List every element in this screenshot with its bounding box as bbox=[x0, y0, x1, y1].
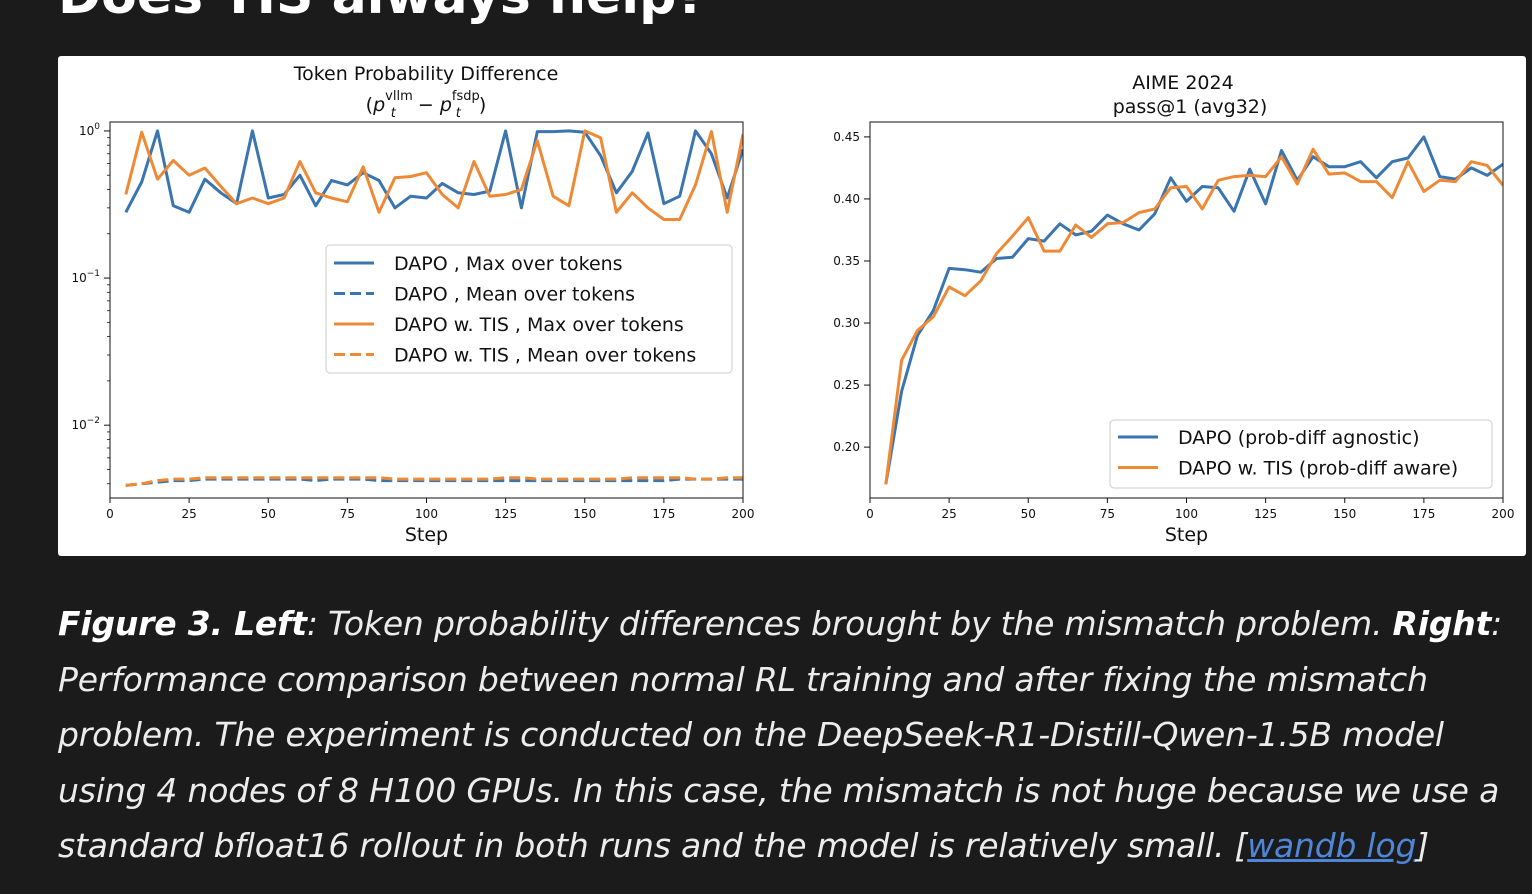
x-axis-label: Step bbox=[405, 524, 448, 546]
chart-subtitle: (pvllm t − pfsdp t) bbox=[366, 89, 487, 121]
x-tick-label: 0 bbox=[866, 507, 874, 521]
caption-text-2: : Performance comparison between normal … bbox=[58, 604, 1503, 865]
series-line-2 bbox=[124, 129, 743, 221]
y-tick-label: 0.20 bbox=[833, 440, 860, 454]
x-tick-label: 0 bbox=[106, 507, 114, 521]
x-tick-label: 75 bbox=[340, 507, 355, 521]
y-tick-label: 0.25 bbox=[833, 378, 860, 392]
x-tick-label: 125 bbox=[1254, 507, 1277, 521]
series-line-1 bbox=[884, 147, 1503, 485]
chart-title: AIME 2024 bbox=[1132, 72, 1233, 94]
x-tick-label: 50 bbox=[261, 507, 276, 521]
plot-frame bbox=[869, 121, 1504, 499]
y-tick-label: 10−1 bbox=[71, 269, 100, 285]
y-tick-label: 0.40 bbox=[833, 192, 860, 206]
x-tick-label: 175 bbox=[1412, 507, 1435, 521]
y-tick-label: 0.35 bbox=[833, 254, 860, 268]
x-axis-label: Step bbox=[1165, 524, 1208, 546]
x-tick-label: 150 bbox=[1333, 507, 1356, 521]
y-tick-label: 100 bbox=[79, 122, 100, 138]
x-tick-label: 100 bbox=[415, 507, 438, 521]
series-line-3 bbox=[125, 476, 743, 487]
figure-panel: 0 25 50 75 100 125 150 175 200 100 10−1 10−2 Step Tok… bbox=[58, 56, 1526, 556]
caption-text-1: : Token probability differences brought … bbox=[306, 604, 1393, 643]
legend-box bbox=[325, 244, 733, 374]
x-tick-label: 50 bbox=[1021, 507, 1036, 521]
legend-label: DAPO , Mean over tokens bbox=[394, 284, 635, 306]
x-tick-label: 200 bbox=[732, 507, 755, 521]
x-tick-label: 175 bbox=[652, 507, 675, 521]
section-heading: Does TIS always help? bbox=[58, 0, 706, 26]
legend: DAPO (prob-diff agnostic) DAPO w. TIS (pr… bbox=[1109, 419, 1493, 489]
chart-token-prob-diff: 0 25 50 75 100 125 150 175 200 100 10−1 10−2 Step Tok… bbox=[71, 63, 754, 546]
caption-left-label: Figure 3. Left bbox=[58, 604, 307, 643]
chart-aime-2024: 0 25 50 75 100 125 150 175 200 0.20 0.25 0.30 0.35 0.… bbox=[833, 72, 1514, 546]
x-tick-label: 100 bbox=[1175, 507, 1198, 521]
figure-caption: Figure 3. Left: Token probability differ… bbox=[58, 596, 1508, 874]
x-tick-label: 150 bbox=[573, 507, 596, 521]
x-tick-label: 200 bbox=[1492, 507, 1515, 521]
series-line-0 bbox=[124, 129, 743, 214]
legend-label: DAPO w. TIS , Mean over tokens bbox=[394, 345, 696, 367]
y-tick-label: 10−2 bbox=[71, 416, 100, 432]
legend-label: DAPO w. TIS , Max over tokens bbox=[394, 314, 684, 336]
caption-text-3: ] bbox=[1416, 826, 1429, 865]
legend-box bbox=[1109, 419, 1493, 489]
wandb-log-link[interactable]: wandb log bbox=[1247, 826, 1417, 865]
legend: DAPO , Max over tokens DAPO , Mean over t… bbox=[325, 244, 733, 374]
legend-label: DAPO (prob-diff agnostic) bbox=[1178, 427, 1419, 449]
figure-svg: 0 25 50 75 100 125 150 175 200 100 10−1 10−2 Step Tok… bbox=[71, 63, 1514, 546]
x-tick-label: 125 bbox=[494, 507, 517, 521]
legend-label: DAPO , Max over tokens bbox=[394, 253, 623, 275]
x-tick-label: 25 bbox=[941, 507, 956, 521]
legend-label: DAPO w. TIS (prob-diff aware) bbox=[1178, 458, 1458, 480]
caption-right-label: Right bbox=[1392, 604, 1492, 643]
y-tick-label: 0.45 bbox=[833, 130, 860, 144]
chart-title: Token Probability Difference bbox=[293, 63, 559, 85]
x-tick-label: 25 bbox=[181, 507, 196, 521]
plot-frame bbox=[109, 121, 744, 499]
x-tick-label: 75 bbox=[1100, 507, 1115, 521]
y-tick-label: 0.30 bbox=[833, 316, 860, 330]
chart-subtitle: pass@1 (avg32) bbox=[1113, 96, 1268, 118]
